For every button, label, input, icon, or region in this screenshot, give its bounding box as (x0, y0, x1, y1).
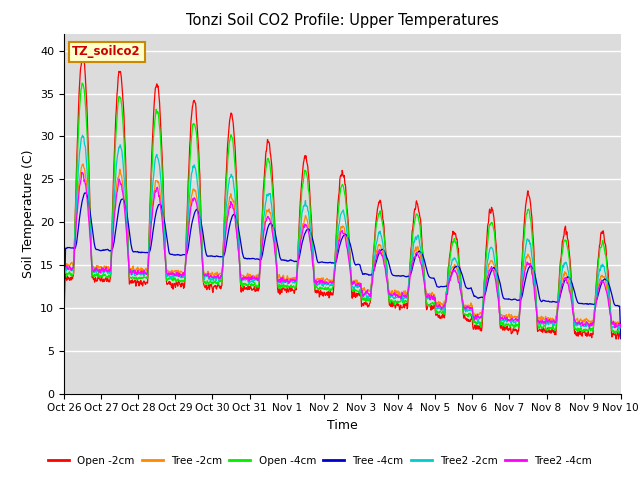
Tree -4cm (246, 256, 254, 262)
Line: Tree -2cm: Tree -2cm (64, 164, 621, 332)
Open -4cm (78, 80, 86, 86)
Open -2cm (171, 281, 179, 287)
Legend: Open -2cm, Tree -2cm, Open -4cm, Tree -4cm, Tree2 -2cm, Tree2 -4cm: Open -2cm, Tree -2cm, Open -4cm, Tree -4… (44, 452, 596, 470)
Open -4cm (429, 301, 437, 307)
Tree -4cm (429, 276, 437, 281)
Tree -2cm (551, 317, 559, 323)
Tree -2cm (246, 275, 254, 280)
Tree2 -4cm (78, 169, 86, 175)
X-axis label: Time: Time (327, 419, 358, 432)
Open -2cm (79, 48, 86, 54)
Tree -4cm (502, 296, 509, 302)
Tree -2cm (617, 320, 625, 326)
Tree2 -4cm (171, 273, 179, 278)
Tree -2cm (184, 222, 192, 228)
Tree2 -4cm (551, 319, 559, 324)
Tree -2cm (429, 292, 437, 298)
Tree -4cm (60, 318, 68, 324)
Tree2 -4cm (502, 317, 509, 323)
Tree2 -2cm (502, 314, 509, 320)
Tree2 -4cm (60, 328, 68, 334)
Tree -4cm (617, 336, 625, 341)
Tree2 -2cm (551, 321, 559, 326)
Tree2 -2cm (171, 272, 179, 277)
Open -2cm (60, 331, 68, 336)
Open -4cm (171, 276, 179, 282)
Open -4cm (551, 327, 559, 333)
Open -2cm (551, 329, 559, 335)
Tree2 -4cm (617, 324, 625, 330)
Tree -2cm (79, 161, 87, 167)
Tree -2cm (171, 268, 179, 274)
Text: TZ_soilco2: TZ_soilco2 (72, 45, 141, 58)
Line: Tree2 -2cm: Tree2 -2cm (64, 135, 621, 331)
Tree2 -2cm (60, 328, 68, 334)
Open -2cm (184, 179, 192, 185)
Tree2 -4cm (184, 232, 192, 238)
Open -2cm (612, 336, 620, 342)
Open -2cm (502, 325, 509, 331)
Tree -2cm (60, 329, 68, 335)
Line: Open -4cm: Open -4cm (64, 83, 621, 334)
Open -2cm (617, 336, 625, 341)
Tree2 -4cm (429, 296, 437, 301)
Open -4cm (502, 321, 509, 326)
Open -4cm (184, 193, 192, 199)
Tree2 -2cm (246, 278, 254, 284)
Open -4cm (60, 329, 68, 335)
Open -4cm (611, 331, 618, 336)
Tree -4cm (551, 299, 559, 305)
Open -4cm (246, 282, 254, 288)
Title: Tonzi Soil CO2 Profile: Upper Temperatures: Tonzi Soil CO2 Profile: Upper Temperatur… (186, 13, 499, 28)
Y-axis label: Soil Temperature (C): Soil Temperature (C) (22, 149, 35, 278)
Open -2cm (246, 285, 254, 291)
Tree -2cm (502, 313, 509, 319)
Tree2 -2cm (429, 294, 437, 300)
Tree -4cm (171, 252, 179, 258)
Line: Tree2 -4cm: Tree2 -4cm (64, 172, 621, 331)
Tree -4cm (81, 190, 89, 196)
Tree2 -2cm (184, 214, 192, 219)
Tree -4cm (184, 245, 192, 251)
Open -4cm (617, 328, 625, 334)
Line: Tree -4cm: Tree -4cm (64, 193, 621, 338)
Open -2cm (429, 303, 437, 309)
Tree2 -2cm (617, 324, 625, 329)
Line: Open -2cm: Open -2cm (64, 51, 621, 339)
Tree2 -4cm (246, 276, 254, 282)
Tree2 -2cm (79, 132, 86, 138)
